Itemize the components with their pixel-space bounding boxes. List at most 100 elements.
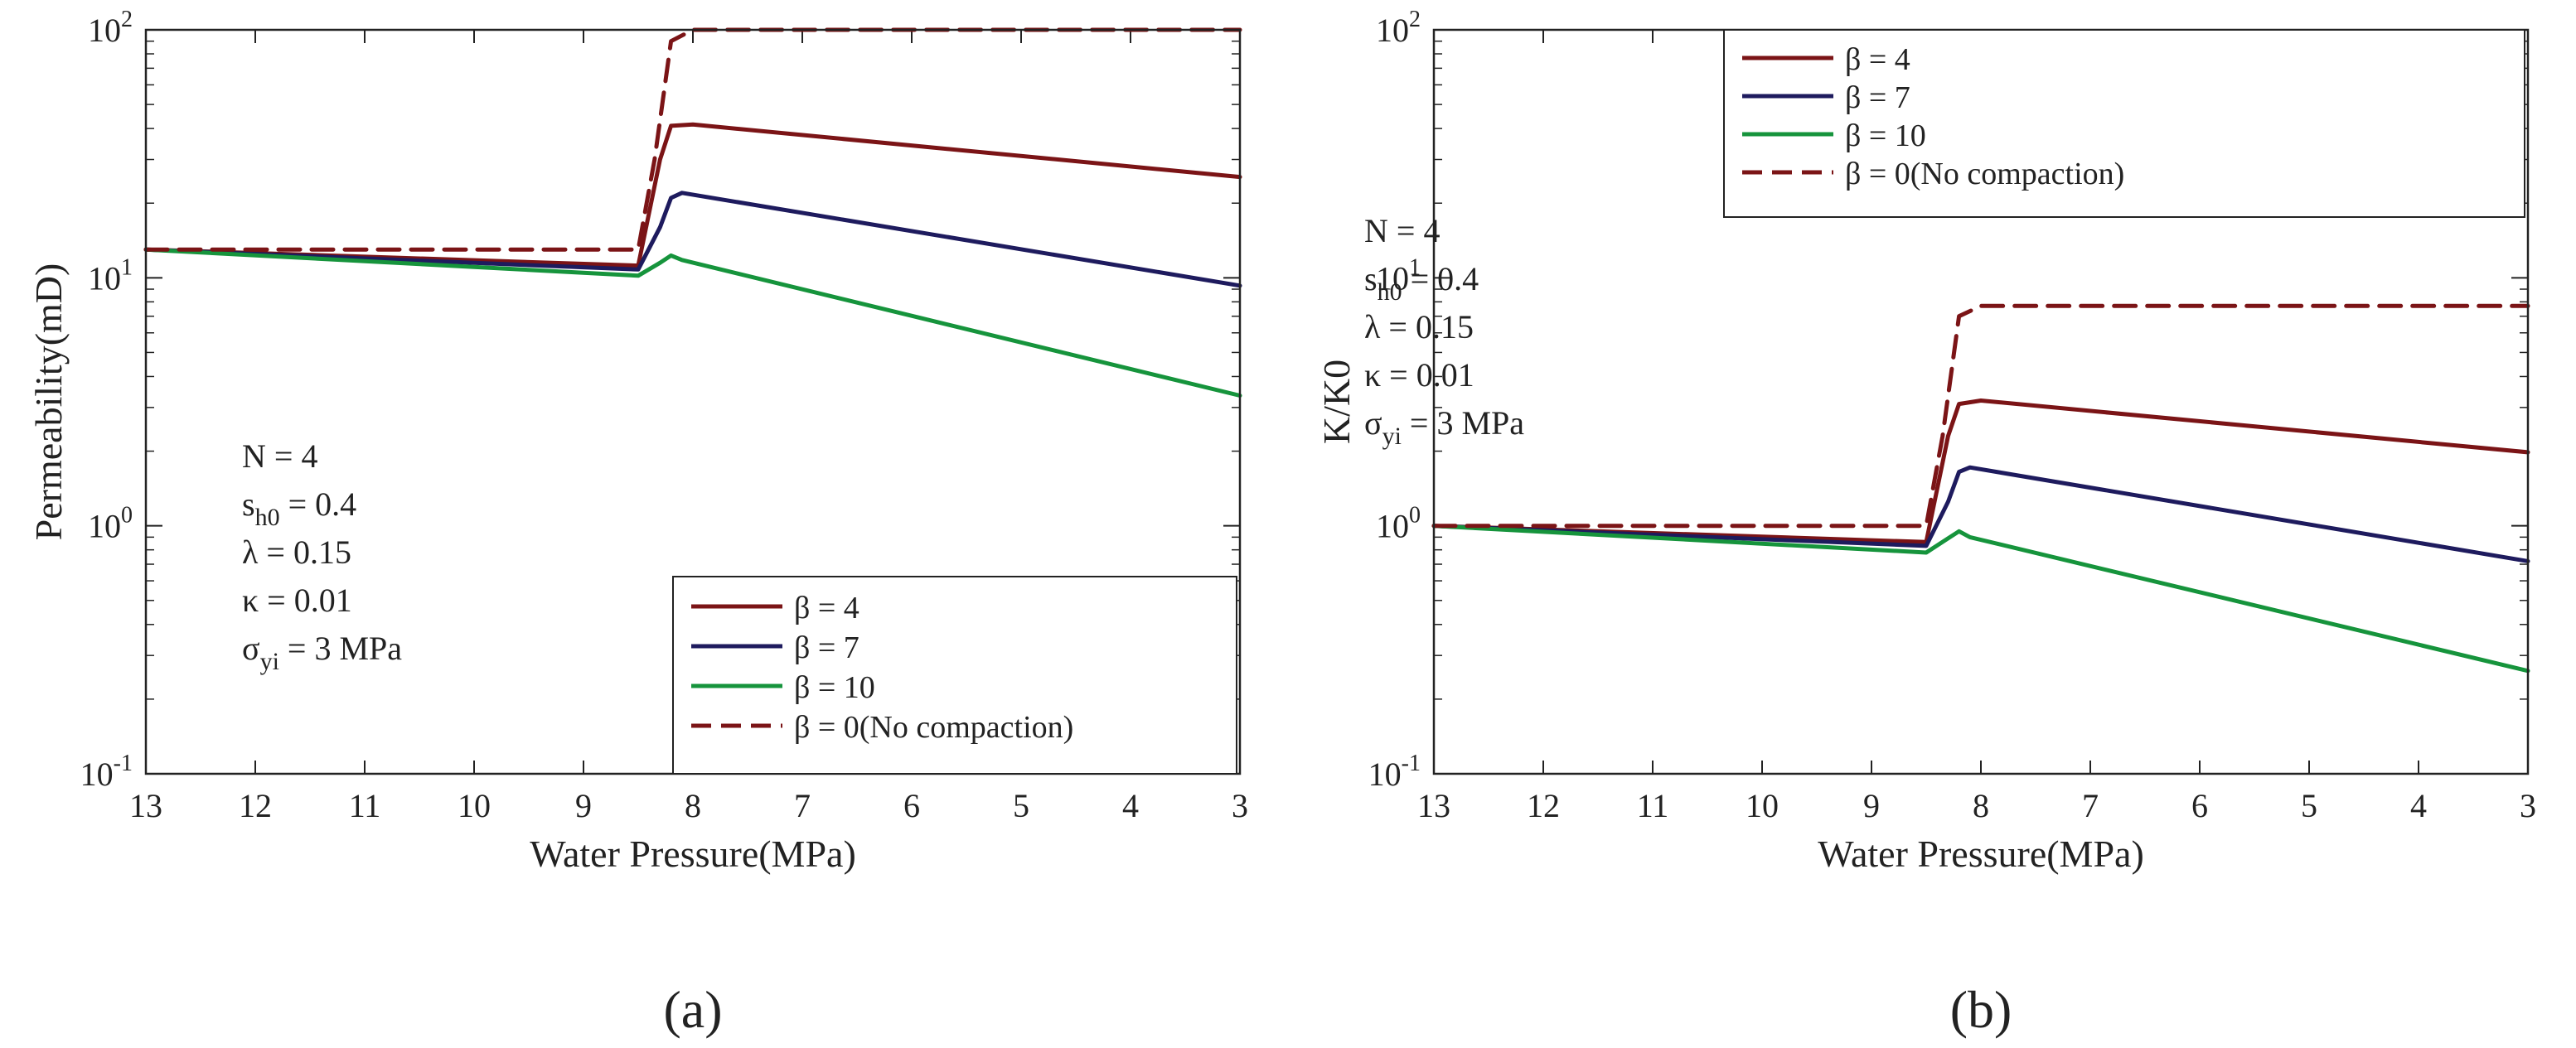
y-tick-label: 101 xyxy=(88,254,133,297)
y-tick-exponent: 2 xyxy=(1409,7,1421,32)
annotation-value: = 0.4 xyxy=(280,485,357,523)
annotation-line: λ = 0.15 xyxy=(1364,308,1474,345)
annotation-main: σ xyxy=(1364,404,1382,442)
legend-label-3: β = 10 xyxy=(794,670,875,705)
legend-label-1: β = 4 xyxy=(794,591,859,625)
legend-label-4: β = 0(No compaction) xyxy=(794,710,1073,745)
annotation-main: s xyxy=(1364,260,1378,297)
annotation-line: sh0 = 0.4 xyxy=(242,485,356,531)
annotation-subscript: h0 xyxy=(255,504,280,531)
annotation-value: = 3 MPa xyxy=(1402,404,1524,442)
x-tick-label: 4 xyxy=(2410,787,2427,824)
x-tick-label: 11 xyxy=(349,787,381,824)
panel-label: (b) xyxy=(1950,980,2012,1039)
x-tick-label: 13 xyxy=(129,787,162,824)
x-tick-label: 12 xyxy=(239,787,272,824)
x-axis-label: Water Pressure(MPa) xyxy=(1818,833,2144,875)
annotation-main: λ xyxy=(242,534,259,571)
y-tick-exponent: -1 xyxy=(114,751,133,776)
annotation-main: κ xyxy=(242,582,259,619)
x-tick-label: 10 xyxy=(1746,787,1779,824)
y-tick-exponent: 2 xyxy=(121,7,133,32)
x-tick-label: 10 xyxy=(458,787,491,824)
y-tick-label: 102 xyxy=(1376,7,1421,49)
annotation-main: N = 4 xyxy=(1364,212,1440,249)
annotation-line: κ = 0.01 xyxy=(1364,356,1474,394)
series-line-2 xyxy=(143,191,1242,288)
x-tick-label: 3 xyxy=(1232,787,1248,824)
y-tick-base: 10 xyxy=(1368,756,1402,793)
y-tick-base: 10 xyxy=(80,756,114,793)
annotation-line: σyi = 3 MPa xyxy=(242,630,402,675)
series-line-2 xyxy=(1431,465,2530,563)
annotation-value: = 3 MPa xyxy=(279,630,402,667)
y-tick-base: 10 xyxy=(1376,12,1409,49)
x-tick-label: 8 xyxy=(1973,787,1989,824)
x-tick-label: 12 xyxy=(1527,787,1560,824)
annotation-main: λ xyxy=(1364,308,1381,345)
y-tick-label: 10-1 xyxy=(80,751,133,793)
legend-box xyxy=(672,576,1237,775)
annotation-subscript: yi xyxy=(260,648,279,675)
annotation-main: σ xyxy=(242,630,260,667)
series-line-3 xyxy=(1431,524,2530,674)
y-tick-base: 10 xyxy=(88,259,121,297)
annotation-value: = 0.15 xyxy=(258,534,351,571)
x-tick-label: 9 xyxy=(1863,787,1880,824)
x-tick-label: 6 xyxy=(2191,787,2208,824)
annotation-value: = 0.15 xyxy=(1380,308,1474,345)
annotation-line: κ = 0.01 xyxy=(242,582,352,619)
x-tick-label: 6 xyxy=(903,787,920,824)
annotation-subscript: yi xyxy=(1382,423,1402,450)
x-tick-label: 13 xyxy=(1417,787,1450,824)
series-line-1 xyxy=(143,122,1242,268)
x-tick-label: 4 xyxy=(1122,787,1139,824)
y-tick-exponent: -1 xyxy=(1402,751,1421,776)
y-tick-exponent: 1 xyxy=(1409,254,1421,280)
annotation-value: = 0.01 xyxy=(1381,356,1474,394)
y-tick-exponent: 0 xyxy=(1409,503,1421,529)
y-tick-exponent: 1 xyxy=(121,254,133,280)
annotation-main: N = 4 xyxy=(242,437,317,475)
y-axis-label: Permeability(mD) xyxy=(27,263,70,541)
series-line-4 xyxy=(1431,303,2530,529)
y-tick-base: 10 xyxy=(1376,508,1409,545)
y-tick-label: 101 xyxy=(1376,254,1421,297)
legend-label-4: β = 0(No compaction) xyxy=(1845,157,2124,191)
y-tick-base: 10 xyxy=(88,12,121,49)
annotation-main: s xyxy=(242,485,255,523)
x-axis-ticks: 13 12 11 10 9 8 7 6 5 4 3 xyxy=(129,30,1248,824)
annotation-main: κ xyxy=(1364,356,1381,394)
parameter-annotation: N = 4 sh0 = 0.4λ = 0.15 κ = 0.01 σyi = 3 MP… xyxy=(1364,212,1524,450)
legend: β = 4 β = 7 β = 10 β = 0(No compaction) xyxy=(672,576,1237,775)
y-tick-label: 102 xyxy=(88,7,133,49)
legend-label-2: β = 7 xyxy=(1845,80,1910,115)
x-tick-label: 8 xyxy=(685,787,701,824)
x-axis-label: Water Pressure(MPa) xyxy=(530,833,856,875)
annotation-line: σyi = 3 MPa xyxy=(1364,404,1524,450)
panel-label: (a) xyxy=(663,980,722,1039)
x-tick-label: 7 xyxy=(794,787,811,824)
annotation-subscript: h0 xyxy=(1378,278,1402,306)
annotation-line: sh0 = 0.4 xyxy=(1364,260,1479,306)
x-tick-label: 5 xyxy=(1013,787,1029,824)
y-tick-exponent: 0 xyxy=(121,503,133,529)
y-tick-label: 100 xyxy=(1376,503,1421,545)
x-axis-ticks: 13 12 11 10 9 8 7 6 5 4 3 xyxy=(1417,30,2536,824)
y-tick-base: 10 xyxy=(1376,259,1409,297)
annotation-line: N = 4 xyxy=(242,437,317,475)
legend: β = 4β = 7β = 10β = 0(No compaction) xyxy=(1723,29,2525,218)
legend-label-2: β = 7 xyxy=(794,630,859,665)
series-line-1 xyxy=(1431,398,2530,544)
x-tick-label: 5 xyxy=(2301,787,2317,824)
legend-box xyxy=(1723,29,2525,218)
y-axis-label: K/K0 xyxy=(1315,360,1358,444)
y-tick-label: 10-1 xyxy=(1368,751,1421,793)
legend-label-3: β = 10 xyxy=(1845,118,1926,153)
series-lines xyxy=(1431,303,2530,674)
x-tick-label: 7 xyxy=(2082,787,2099,824)
